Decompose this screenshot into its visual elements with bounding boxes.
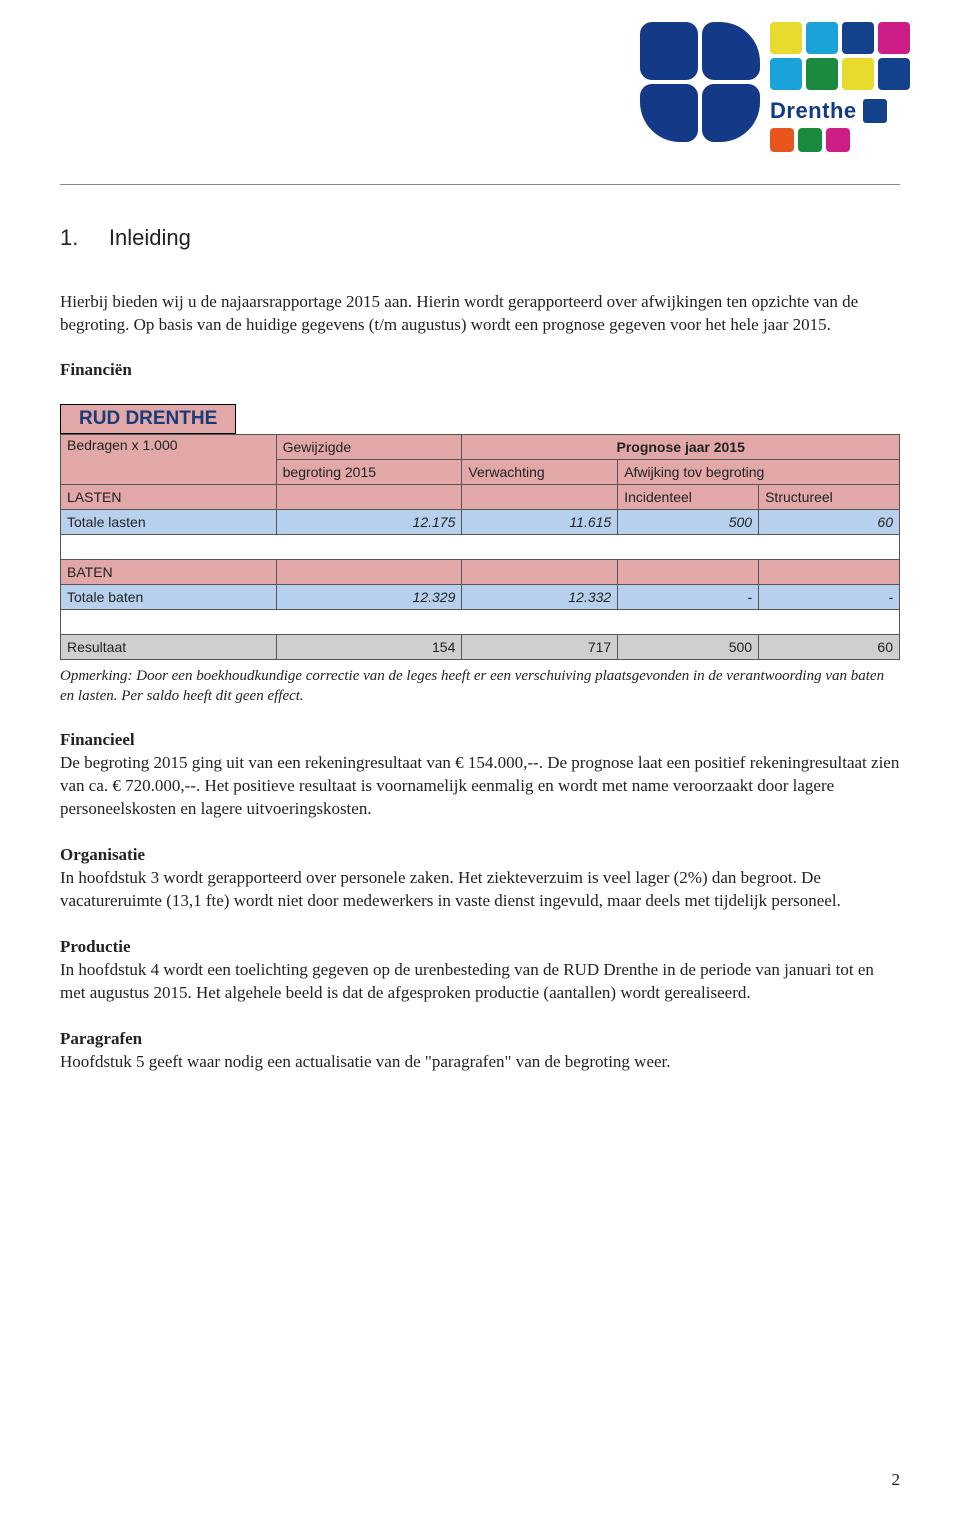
mosaic-tile: [770, 128, 794, 152]
cell: 12.329: [276, 584, 462, 609]
row-totale-lasten-label: Totale lasten: [61, 509, 277, 534]
page: Drenthe 1. Inleiding Hierbij bieden wij …: [0, 0, 960, 1514]
mosaic-tile: [770, 58, 802, 90]
section-number: 1.: [60, 225, 78, 250]
mosaic-tile: [798, 128, 822, 152]
cell-empty: [276, 484, 462, 509]
mosaic-tile: [770, 22, 802, 54]
hdr-gewijzigde: Gewijzigde: [276, 434, 462, 459]
cell-empty: [276, 559, 462, 584]
rud-header: RUD DRENTHE: [60, 404, 236, 434]
section-heading: 1. Inleiding: [60, 225, 900, 251]
separator: [60, 184, 900, 185]
hdr-bedragen: Bedragen x 1.000: [61, 434, 277, 484]
cell: 500: [618, 634, 759, 659]
cell: 60: [759, 634, 900, 659]
cell: 11.615: [462, 509, 618, 534]
cell: -: [759, 584, 900, 609]
paragrafen-body: Hoofdstuk 5 geeft waar nodig een actuali…: [60, 1051, 900, 1074]
cell: 154: [276, 634, 462, 659]
paragrafen-title: Paragrafen: [60, 1029, 900, 1049]
brand-line: Drenthe: [770, 98, 910, 124]
row-resultaat-label: Resultaat: [61, 634, 277, 659]
cell-empty: [759, 559, 900, 584]
cell-empty: [618, 559, 759, 584]
spacer: [61, 534, 900, 559]
logo-main: Drenthe: [640, 22, 920, 152]
cell-empty: [462, 484, 618, 509]
mosaic-tile: [878, 58, 910, 90]
cell: 12.332: [462, 584, 618, 609]
cell: 60: [759, 509, 900, 534]
cell: 500: [618, 509, 759, 534]
table-note: Opmerking: Door een boekhoudkundige corr…: [60, 666, 900, 707]
mosaic: Drenthe: [770, 22, 910, 152]
hdr-begroting: begroting 2015: [276, 459, 462, 484]
rud-tile: [702, 22, 760, 80]
row-totale-baten-label: Totale baten: [61, 584, 277, 609]
organisatie-body: In hoofdstuk 3 wordt gerapporteerd over …: [60, 867, 900, 913]
hdr-verwachting: Verwachting: [462, 459, 618, 484]
financieel-body: De begroting 2015 ging uit van een reken…: [60, 752, 900, 821]
rud-tile: [640, 22, 698, 80]
financieel-title: Financieel: [60, 730, 900, 750]
hdr-incidenteel: Incidenteel: [618, 484, 759, 509]
section-title: Inleiding: [109, 225, 191, 250]
mosaic-tile: [826, 128, 850, 152]
hdr-lasten: LASTEN: [61, 484, 277, 509]
intro-paragraph: Hierbij bieden wij u de najaarsrapportag…: [60, 291, 900, 337]
cell-empty: [462, 559, 618, 584]
productie-title: Productie: [60, 937, 900, 957]
page-number: 2: [892, 1470, 901, 1490]
finance-table: Bedragen x 1.000 Gewijzigde Prognose jaa…: [60, 434, 900, 660]
brand-text: Drenthe: [770, 98, 857, 124]
brand-trail-tile: [863, 99, 887, 123]
organisatie-title: Organisatie: [60, 845, 900, 865]
rud-tile: [640, 84, 698, 142]
cell: 12.175: [276, 509, 462, 534]
financien-title: Financiën: [60, 359, 900, 382]
mosaic-tile: [806, 58, 838, 90]
productie-body: In hoofdstuk 4 wordt een toelichting geg…: [60, 959, 900, 1005]
hdr-afwijking: Afwijking tov begroting: [618, 459, 900, 484]
rud-mark: [640, 22, 760, 142]
spacer: [61, 609, 900, 634]
mosaic-tile: [842, 22, 874, 54]
hdr-baten: BATEN: [61, 559, 277, 584]
hdr-prognose: Prognose jaar 2015: [462, 434, 900, 459]
hdr-structureel: Structureel: [759, 484, 900, 509]
logo: Drenthe: [640, 22, 920, 152]
cell: 717: [462, 634, 618, 659]
mosaic-tile: [842, 58, 874, 90]
cell: -: [618, 584, 759, 609]
rud-tile: [702, 84, 760, 142]
mosaic-tile: [878, 22, 910, 54]
mosaic-tile: [806, 22, 838, 54]
